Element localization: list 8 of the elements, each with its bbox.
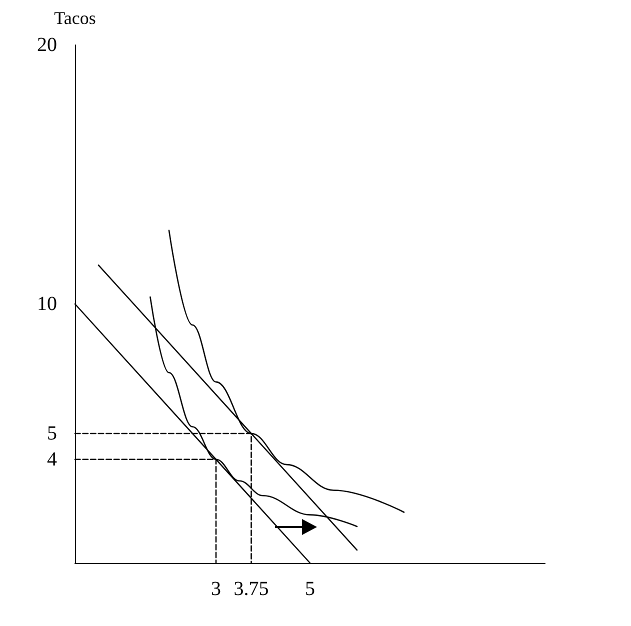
y-tick-label: 4 bbox=[47, 448, 57, 470]
x-tick-label: 3 bbox=[211, 578, 221, 600]
y-tick-label: 10 bbox=[37, 293, 57, 315]
y-axis-title: Tacos bbox=[54, 8, 96, 28]
y-tick-label: 5 bbox=[47, 422, 57, 444]
y-tick-label: 20 bbox=[37, 34, 57, 56]
x-tick-label: 3.75 bbox=[234, 578, 269, 600]
x-tick-label: 5 bbox=[305, 578, 315, 600]
